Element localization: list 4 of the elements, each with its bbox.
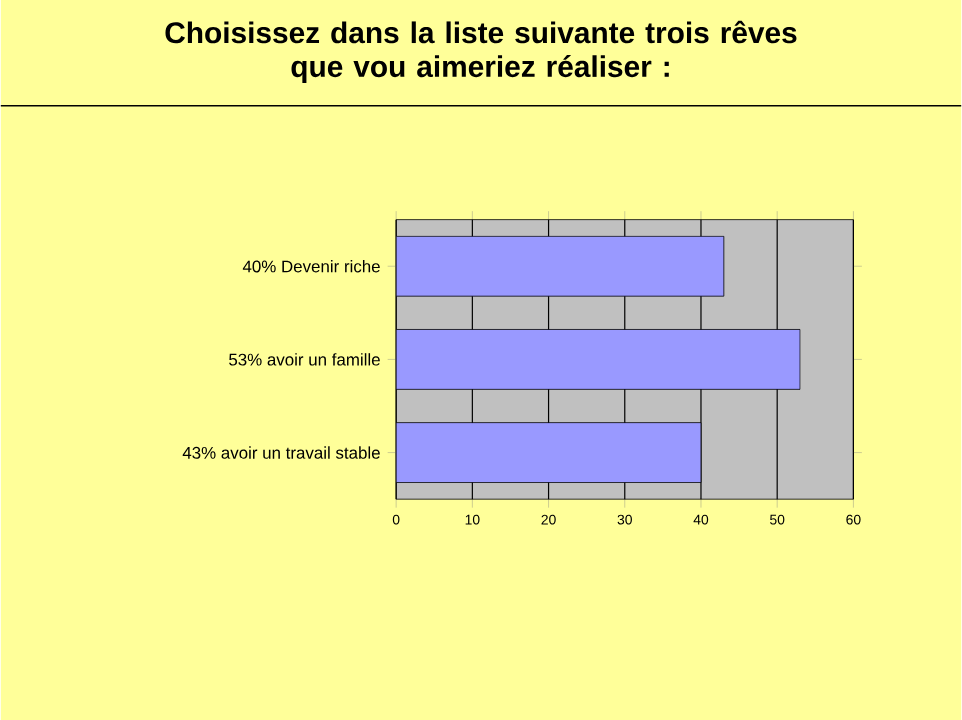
- y-tick-label: 40% Devenir riche: [242, 259, 380, 273]
- y-tick-label: 43% avoir un travail stable: [182, 445, 380, 459]
- chart-title: Choisissez dans la liste suivante trois rêves que vou aimeriez réaliser :: [165, 20, 797, 83]
- y-tick-label: 53% avoir un famille: [229, 352, 380, 366]
